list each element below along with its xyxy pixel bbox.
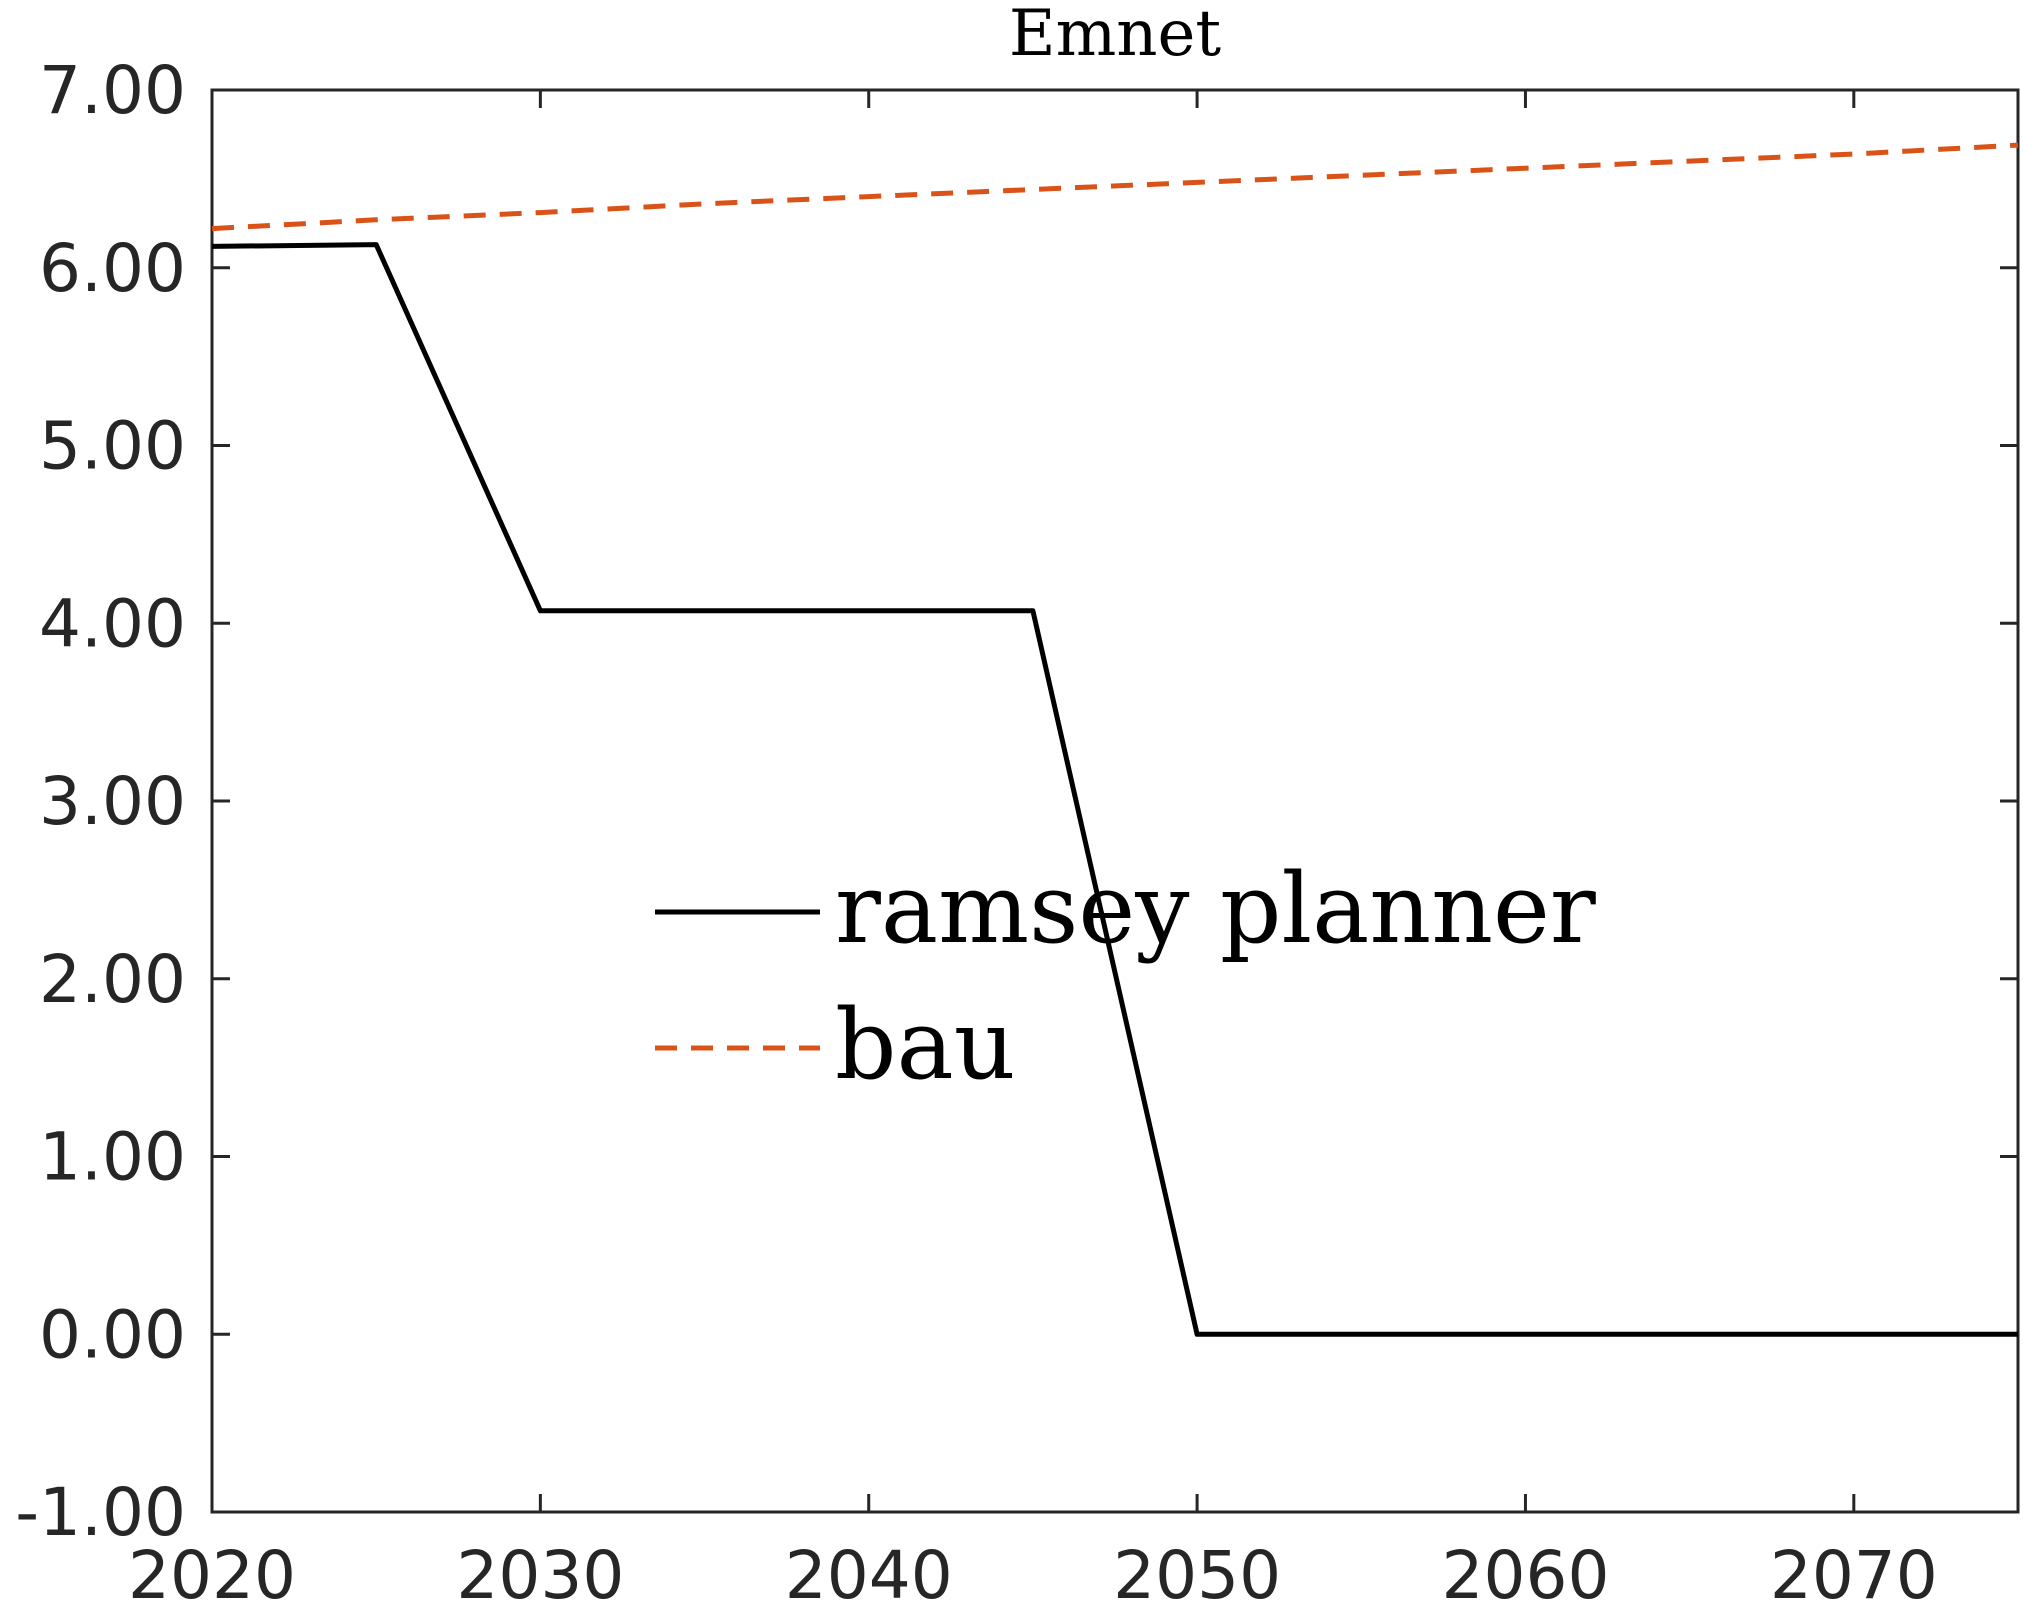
x-tick-label: 2040	[785, 1537, 953, 1612]
y-tick-label: 0.00	[39, 1296, 186, 1373]
series-line-ramsey-planner	[211, 242, 2018, 1337]
x-tick-label: 2050	[1113, 1537, 1281, 1612]
y-tick-label: 5.00	[39, 408, 186, 485]
y-tick-label: -1.00	[15, 1474, 186, 1551]
x-tick-label: 2070	[1770, 1537, 1938, 1612]
plot-area: -1.00 0.00 1.00 2.00 3.00 4.00 5.00 6.00 7.00 202…	[15, 52, 2020, 1612]
x-tick-label: 2020	[128, 1537, 296, 1612]
series-line-bau	[211, 142, 2019, 232]
y-tick-label: 1.00	[39, 1119, 186, 1196]
x-tick-label: 2030	[456, 1537, 624, 1612]
legend-label: bau	[835, 989, 1016, 1101]
y-tick-label: 6.00	[39, 230, 186, 307]
y-tick-label: 3.00	[39, 763, 186, 840]
y-tick-label: 2.00	[39, 941, 186, 1018]
chart-title: Emnet	[1009, 0, 1222, 71]
legend: ramsey planner bau	[655, 853, 1596, 1101]
y-tick-label: 4.00	[39, 585, 186, 662]
y-tick-label: 7.00	[39, 52, 186, 129]
x-tick-label: 2060	[1441, 1537, 1609, 1612]
legend-label: ramsey planner	[835, 853, 1596, 965]
